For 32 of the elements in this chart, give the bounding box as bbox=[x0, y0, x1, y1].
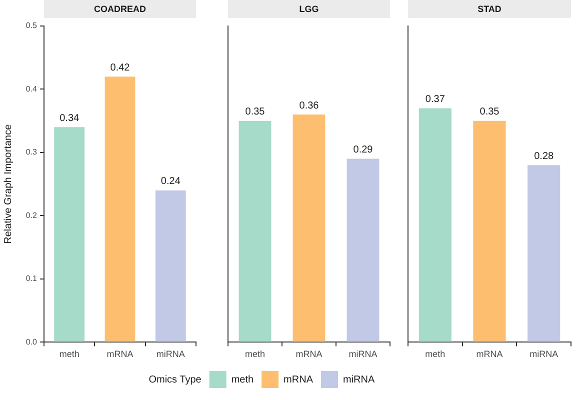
chart-title: STAD bbox=[408, 0, 571, 18]
chart-title: LGG bbox=[228, 0, 390, 18]
data-label: 0.24 bbox=[160, 176, 181, 188]
x-tick-label: meth bbox=[59, 349, 80, 360]
x-tick-label: miRNA bbox=[348, 349, 378, 360]
legend-label: meth bbox=[231, 374, 254, 386]
legend-title: Omics Type bbox=[148, 374, 202, 386]
data-label: 0.35 bbox=[480, 106, 500, 118]
x-tick-label: meth bbox=[425, 349, 446, 360]
data-label: 0.28 bbox=[534, 150, 554, 162]
legend-label: miRNA bbox=[343, 374, 375, 386]
legend-label: mRNA bbox=[284, 374, 314, 386]
y-tick-label: 0.5 bbox=[26, 21, 38, 30]
x-tick-label: mRNA bbox=[476, 349, 503, 360]
data-label: 0.35 bbox=[245, 106, 266, 118]
x-tick-label: mRNA bbox=[106, 349, 134, 360]
data-label: 0.37 bbox=[425, 94, 446, 105]
x-tick-label: mRNA bbox=[296, 349, 322, 360]
y-tick-label: 0.4 bbox=[26, 84, 38, 94]
x-tick-label: miRNA bbox=[530, 349, 558, 360]
data-label: 0.29 bbox=[353, 144, 374, 156]
x-tick-label: meth bbox=[244, 349, 266, 360]
data-label: 0.36 bbox=[299, 100, 320, 112]
y-tick-label: 0.3 bbox=[26, 148, 38, 157]
chart-title: COADREAD bbox=[44, 0, 196, 18]
y-tick-label: 0.0 bbox=[26, 337, 38, 346]
y-tick-label: 0.2 bbox=[26, 210, 38, 220]
data-label: 0.34 bbox=[60, 112, 80, 124]
y-axis-title: Relative Graph Importance bbox=[2, 124, 14, 244]
x-tick-label: miRNA bbox=[156, 349, 185, 360]
y-tick-label: 0.1 bbox=[26, 274, 38, 284]
data-label: 0.42 bbox=[110, 62, 130, 74]
